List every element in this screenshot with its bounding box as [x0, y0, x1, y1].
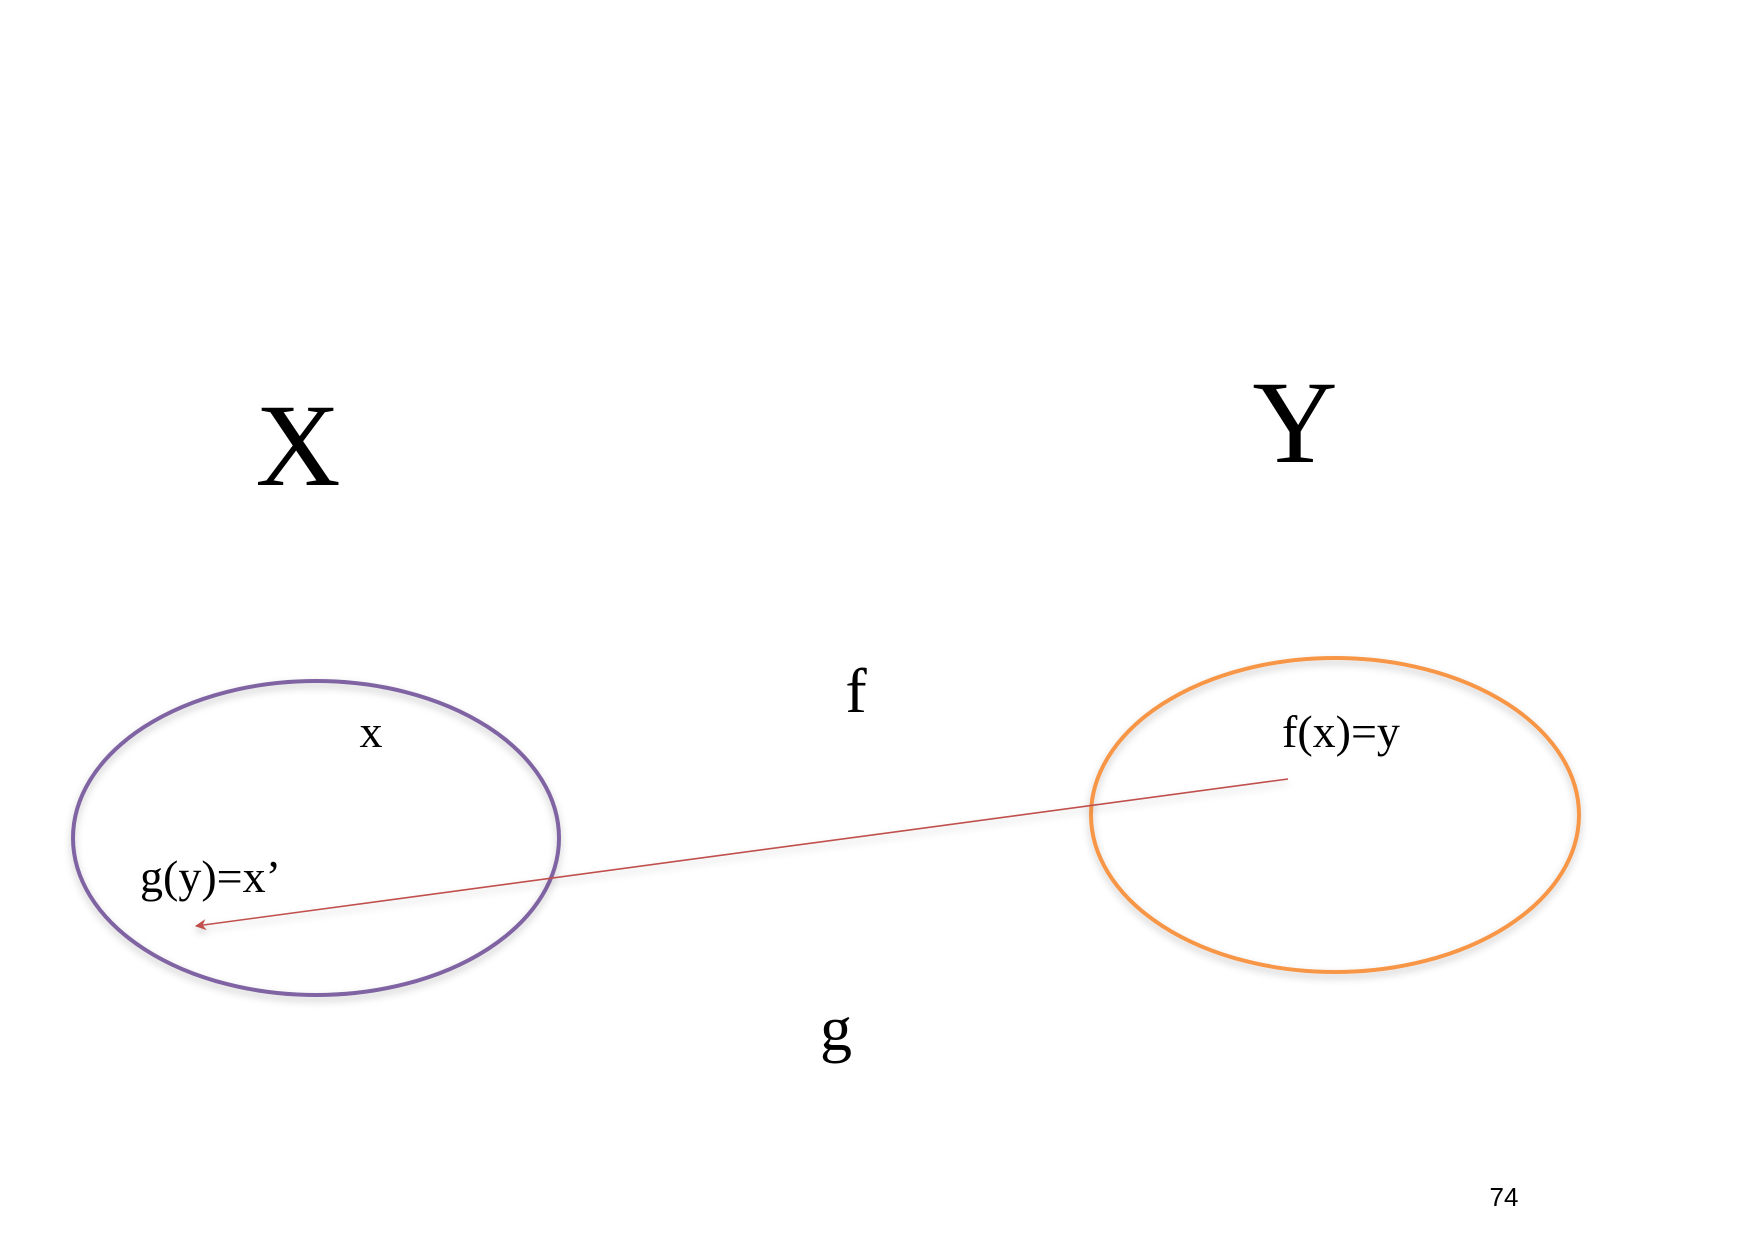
- element-x-label: x: [360, 706, 383, 757]
- domain-set-label: X: [255, 380, 340, 511]
- forward-map-label: f: [845, 655, 867, 726]
- domain-ellipse: [71, 679, 561, 997]
- page-number: 74: [1490, 1182, 1519, 1212]
- codomain-ellipse: [1089, 656, 1581, 974]
- codomain-set-label: Y: [1252, 357, 1337, 488]
- element-gy-label: g(y)=x’: [140, 851, 281, 902]
- element-fx-label: f(x)=y: [1282, 706, 1400, 757]
- inverse-map-label: g: [820, 993, 852, 1064]
- inverse-map-arrow: [194, 778, 1289, 931]
